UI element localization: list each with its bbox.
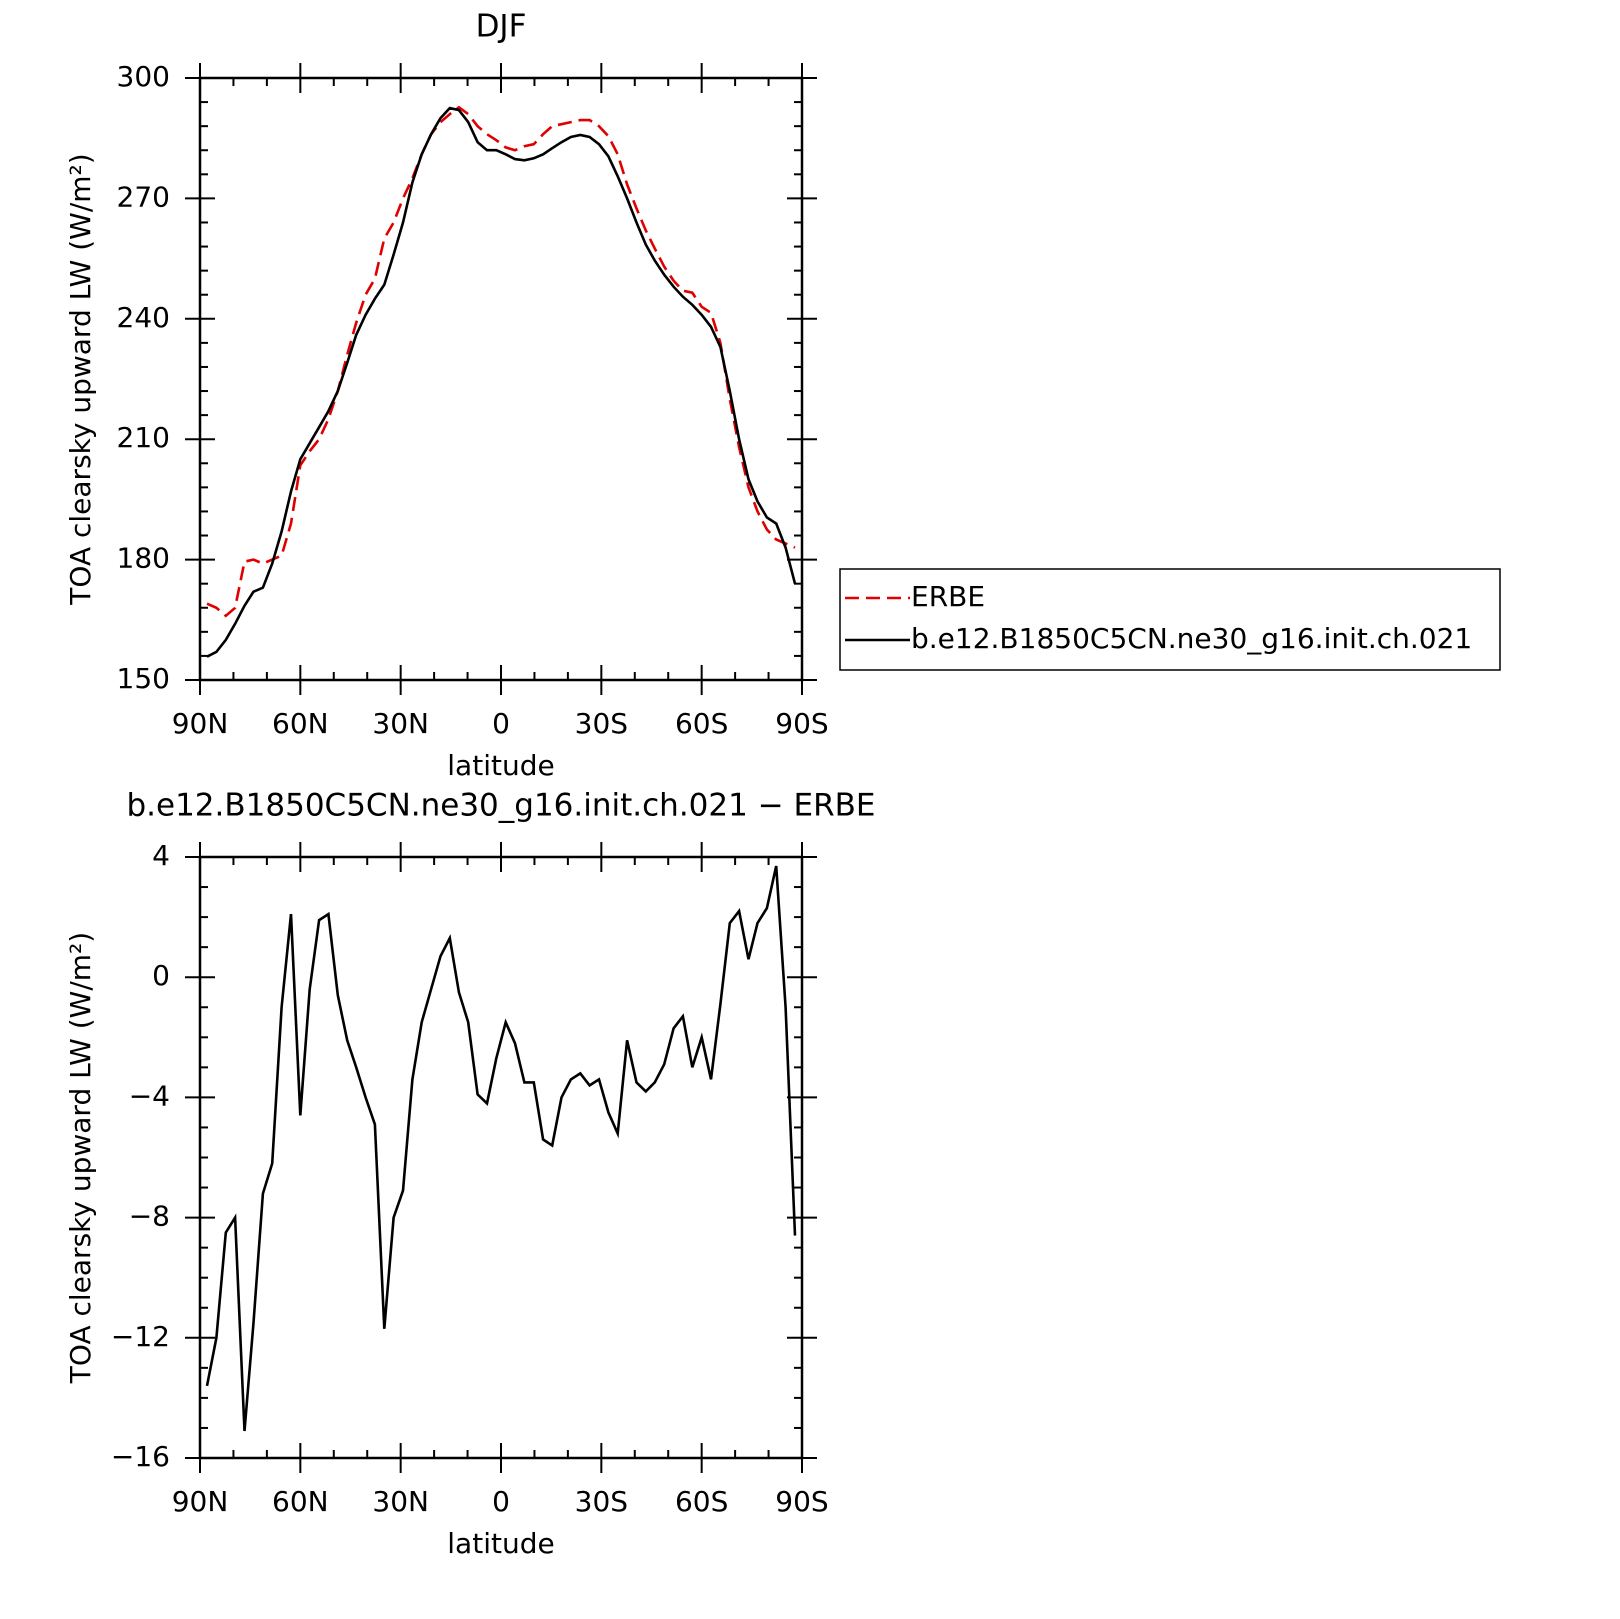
y-tick-label: −8	[129, 1200, 170, 1233]
x-tick-label: 90S	[775, 1485, 828, 1518]
x-tick-label: 90S	[775, 707, 828, 740]
plot-frame	[198, 76, 804, 682]
y-tick-label: 180	[117, 542, 170, 575]
data-line	[206, 106, 797, 658]
y-tick-label: 240	[117, 301, 170, 334]
y-axis-label: TOA clearsky upward LW (W/m²)	[64, 153, 97, 605]
y-tick-label: 300	[117, 60, 170, 93]
chart-title: DJF	[476, 9, 527, 45]
legend-label: ERBE	[911, 580, 985, 613]
plot-frame	[198, 855, 804, 1460]
legend-box	[839, 568, 1501, 671]
x-tick-label: 60N	[272, 707, 329, 740]
x-tick-label: 90N	[172, 1485, 229, 1518]
y-axis-label: TOA clearsky upward LW (W/m²)	[64, 932, 97, 1384]
y-tick-label: 0	[152, 959, 170, 992]
x-axis-label: latitude	[447, 1527, 554, 1560]
chart-title: b.e12.B1850C5CN.ne30_g16.init.ch.021 − E…	[126, 788, 875, 824]
x-tick-label: 0	[492, 1485, 510, 1518]
y-tick-label: 150	[117, 662, 170, 695]
y-tick-label: 270	[117, 180, 170, 213]
y-tick-label: −4	[129, 1079, 170, 1112]
x-tick-label: 30N	[372, 1485, 429, 1518]
y-tick-label: 4	[152, 839, 170, 872]
x-tick-label: 30S	[575, 707, 628, 740]
x-tick-label: 60S	[675, 1485, 728, 1518]
x-tick-label: 30S	[575, 1485, 628, 1518]
y-tick-label: −16	[111, 1440, 170, 1473]
x-tick-label: 90N	[172, 707, 229, 740]
x-tick-label: 30N	[372, 707, 429, 740]
x-tick-label: 60N	[272, 1485, 329, 1518]
data-line	[205, 865, 797, 1432]
data-line	[206, 105, 796, 618]
x-tick-label: 0	[492, 707, 510, 740]
legend-label: b.e12.B1850C5CN.ne30_g16.init.ch.021	[911, 622, 1472, 655]
y-tick-label: −12	[111, 1320, 170, 1353]
x-axis-label: latitude	[447, 749, 554, 782]
x-tick-label: 60S	[675, 707, 728, 740]
y-tick-label: 210	[117, 421, 170, 454]
